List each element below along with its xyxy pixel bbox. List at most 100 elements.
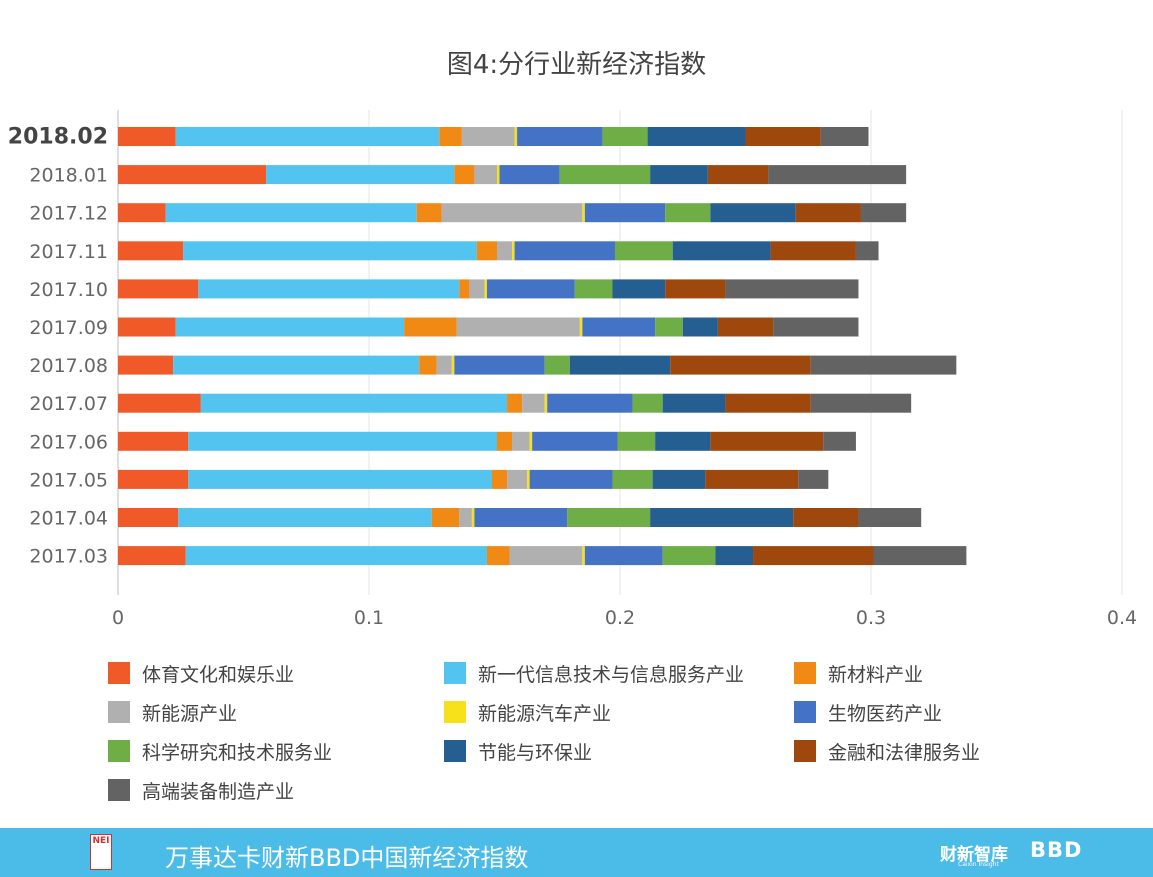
legend-label: 体育文化和娱乐业 — [142, 663, 295, 686]
bar-segment — [810, 393, 912, 413]
bar-segment — [178, 508, 432, 527]
bar-segment — [860, 203, 907, 223]
category-label: 2017.07 — [29, 393, 108, 415]
bar-segment — [509, 546, 583, 566]
bar-segment — [544, 355, 570, 375]
bar-segment — [710, 431, 824, 451]
bar-segment — [655, 431, 711, 451]
legend-label: 新一代信息技术与信息服务产业 — [478, 663, 745, 686]
bar-segment — [431, 508, 460, 527]
bar-segment — [579, 317, 583, 337]
bar-segment — [529, 469, 613, 489]
bar-segment — [491, 469, 508, 489]
bar-segment — [486, 546, 510, 566]
legend-swatch — [108, 701, 130, 723]
bar-segment — [118, 393, 201, 413]
caixin-insight-logo: 财新智库 — [940, 845, 1008, 865]
bar-segment — [474, 165, 498, 185]
bar-segment — [469, 279, 485, 299]
chart-title: 图4:分行业新经济指数 — [446, 50, 707, 80]
x-tick-label: 0.1 — [354, 607, 384, 629]
bar-segment — [118, 508, 179, 527]
legend-label: 节能与环保业 — [478, 741, 593, 764]
bar-segment — [617, 431, 656, 451]
bar-segment — [798, 469, 829, 489]
bar-segment — [183, 241, 477, 261]
bar-segment — [497, 241, 513, 261]
bar-segment — [451, 355, 455, 375]
category-labels: 2018.02 2018.01 2017.12 2017.11 2017.10 2017.… — [8, 125, 108, 568]
bar-segment — [529, 431, 533, 451]
bar-segment — [665, 203, 711, 223]
bar-segment — [436, 355, 452, 375]
bar-segment — [476, 241, 498, 261]
legend-item: 体育文化和娱乐业 — [108, 660, 294, 686]
bar-segment — [705, 469, 799, 489]
bar-segment — [416, 203, 442, 223]
bar-segment — [456, 317, 580, 337]
bar-segment — [873, 546, 967, 566]
x-tick-label: 0 — [112, 607, 124, 629]
x-tick-label: 0.3 — [856, 607, 886, 629]
bar-segment — [527, 469, 530, 489]
bar-segment — [118, 279, 199, 299]
bar-segment — [514, 241, 615, 261]
legend-swatch — [108, 740, 130, 762]
bar-segment — [567, 508, 651, 527]
legend-swatch — [444, 740, 466, 762]
bar-segment — [793, 508, 859, 527]
bar-segment — [514, 127, 518, 146]
footer-title: 万事达卡财新BBD中国新经济指数 — [165, 844, 529, 872]
legend-item: 高端装备制造产业 — [108, 777, 294, 803]
category-label: 2017.03 — [29, 546, 108, 568]
bar-segment — [753, 546, 874, 566]
category-label: 2018.02 — [8, 125, 108, 150]
bar-segment — [823, 431, 856, 451]
bar-segment — [118, 355, 174, 375]
bar-segment — [118, 469, 189, 489]
legend-item: 金融和法律服务业 — [794, 738, 980, 764]
bar-segment — [614, 241, 673, 261]
bar-segment — [652, 469, 706, 489]
bar-segment — [266, 165, 455, 185]
legend-item: 节能与环保业 — [444, 738, 592, 764]
bar-segment — [517, 127, 603, 146]
bar-segment — [200, 393, 508, 413]
bar-segment — [810, 355, 957, 375]
bar-segment — [647, 127, 746, 146]
legend-label: 高端装备制造产业 — [142, 780, 295, 803]
bar-segment — [173, 355, 420, 375]
category-label: 2017.04 — [29, 508, 108, 530]
bar-segment — [175, 127, 440, 146]
category-label: 2017.11 — [29, 241, 108, 263]
bar-segment — [499, 165, 560, 185]
bar-segment — [439, 127, 462, 146]
legend-item: 新一代信息技术与信息服务产业 — [444, 660, 744, 686]
bar-segment — [710, 203, 796, 223]
x-tick-label: 0.4 — [1107, 607, 1137, 629]
bar-segment — [665, 279, 726, 299]
bar-segment — [717, 317, 774, 337]
bar-segment — [512, 431, 530, 451]
bar-segment — [507, 393, 523, 413]
legend-swatch — [444, 662, 466, 684]
bar-segment — [655, 317, 683, 337]
bar-segment — [602, 127, 648, 146]
caixin-insight-sublabel: Caixin Insight — [958, 861, 999, 868]
bar-segment — [175, 317, 405, 337]
bar-segment — [582, 203, 585, 223]
x-tick-labels: 0 0.1 0.2 0.3 0.4 — [112, 607, 1137, 629]
bars — [118, 127, 967, 566]
bar-segment — [650, 165, 708, 185]
bar-segment — [497, 431, 513, 451]
bar-segment — [574, 279, 613, 299]
category-label: 2018.01 — [29, 165, 108, 187]
bar-segment — [768, 165, 907, 185]
bar-segment — [582, 317, 656, 337]
legend-swatch — [444, 701, 466, 723]
bar-segment — [188, 469, 492, 489]
bar-segment — [198, 279, 460, 299]
bar-segment — [707, 165, 769, 185]
legend-swatch — [108, 779, 130, 801]
legend-label: 新能源产业 — [142, 702, 238, 725]
